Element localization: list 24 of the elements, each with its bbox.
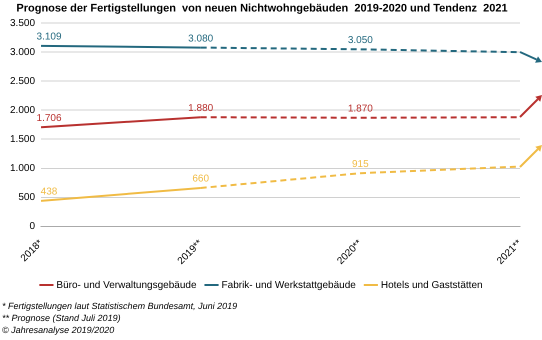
text: © Jahresanalyse 2019/2020 — [2, 324, 116, 336]
y-tick-label: 3.500 — [10, 18, 36, 29]
data-label: 3.109 — [36, 32, 62, 43]
legend-label: Hotels und Gaststätten — [380, 280, 483, 291]
data-label: 438 — [40, 186, 58, 198]
data-label: 915 — [352, 158, 370, 170]
y-tick-label: 2.000 — [10, 104, 36, 116]
legend-label: Fabrik- und Werkstattgebäude — [222, 280, 356, 291]
y-tick-label: 1.000 — [10, 163, 36, 174]
y-tick-label: 2.500 — [10, 76, 36, 87]
data-label: 660 — [192, 174, 210, 185]
y-tick-label: 0 — [29, 221, 36, 232]
data-label: 1.706 — [36, 113, 62, 124]
text: ** Prognose (Stand Juli 2019) — [2, 312, 122, 324]
legend-label: Büro- und Verwaltungsgebäude — [56, 280, 197, 291]
data-label: 3.080 — [188, 33, 214, 44]
data-label: 3.050 — [348, 35, 374, 46]
chart-title: Prognose der Fertigstellungen von neuen Nichtwohngebäuden 2019-2020 und Tendenz 2021 — [16, 2, 508, 15]
y-tick-label: 3.000 — [10, 46, 36, 58]
data-label: 1.880 — [188, 102, 214, 114]
y-tick-label: 1.500 — [10, 134, 36, 145]
data-label: 1.870 — [348, 104, 374, 115]
text: * Fertigstellungen laut Statistischem Bundesamt, Juni 2019 — [2, 300, 238, 312]
y-tick-label: 500 — [18, 192, 36, 204]
